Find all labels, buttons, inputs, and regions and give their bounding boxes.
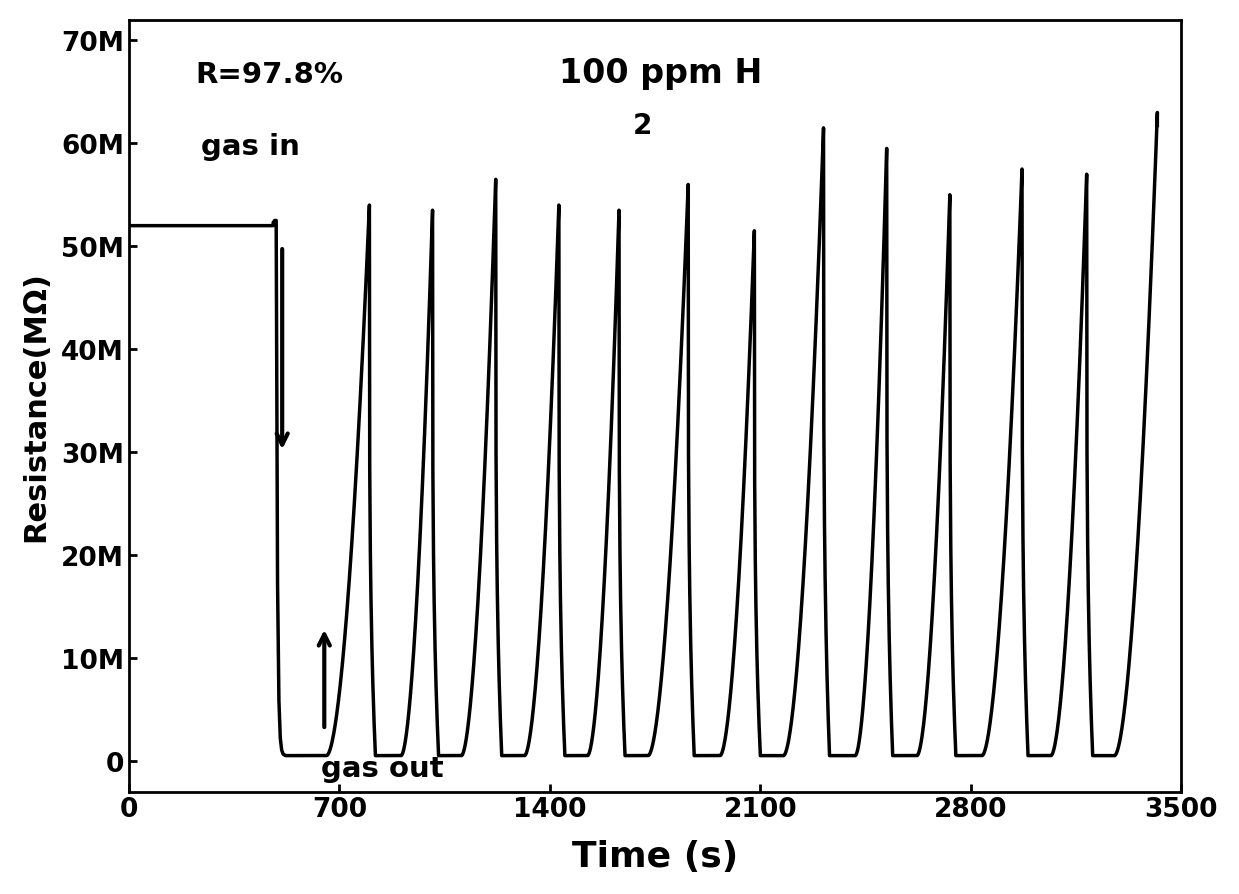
- Text: gas out: gas out: [321, 755, 444, 782]
- Text: gas in: gas in: [201, 132, 300, 160]
- X-axis label: Time (s): Time (s): [572, 839, 738, 873]
- Text: 2: 2: [633, 112, 652, 139]
- Text: R=97.8%: R=97.8%: [195, 61, 343, 89]
- Y-axis label: Resistance(MΩ): Resistance(MΩ): [21, 271, 50, 542]
- Text: 100 ppm H: 100 ppm H: [559, 56, 762, 89]
